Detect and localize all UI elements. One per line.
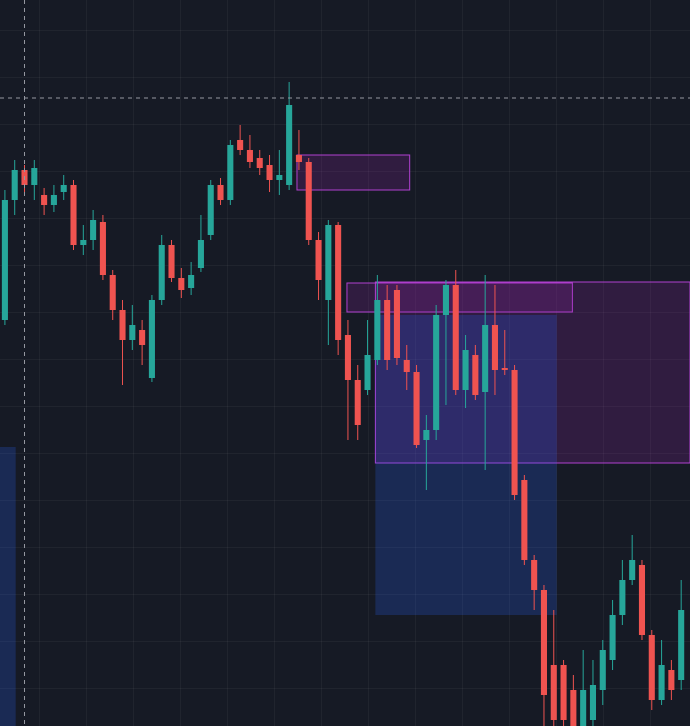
zone bbox=[296, 154, 411, 191]
candle-body bbox=[462, 350, 469, 390]
candle-body bbox=[129, 325, 136, 340]
candle-body bbox=[550, 665, 557, 720]
candle-body bbox=[619, 580, 626, 615]
candle-body bbox=[80, 240, 87, 245]
candle-body bbox=[188, 275, 195, 288]
candle-body bbox=[452, 285, 459, 390]
candle-body bbox=[501, 368, 508, 370]
candle-body bbox=[589, 685, 597, 720]
candle-body bbox=[540, 590, 548, 695]
candle-body bbox=[207, 185, 214, 235]
candle-body bbox=[482, 325, 489, 392]
candle-body bbox=[246, 150, 253, 162]
candle-body bbox=[237, 140, 244, 150]
candle-body bbox=[403, 360, 410, 372]
candle-body bbox=[364, 355, 371, 390]
candle-body bbox=[423, 430, 430, 440]
candle-body bbox=[1, 200, 8, 320]
candle-body bbox=[384, 300, 391, 360]
candle-body bbox=[413, 372, 420, 445]
candle-body bbox=[433, 315, 440, 430]
candle-body bbox=[393, 290, 400, 358]
candle-body bbox=[139, 330, 146, 345]
candle-body bbox=[266, 165, 273, 180]
candle-body bbox=[99, 222, 106, 275]
candle-body bbox=[148, 300, 155, 378]
candle-body bbox=[521, 480, 528, 560]
candle-body bbox=[472, 355, 479, 395]
candle-body bbox=[70, 185, 77, 245]
candle-body bbox=[295, 155, 302, 162]
candle-body bbox=[678, 610, 685, 680]
candle-body bbox=[41, 195, 48, 205]
candle-body bbox=[354, 380, 361, 425]
candle-body bbox=[305, 162, 312, 240]
candle-body bbox=[286, 105, 293, 185]
candle-body bbox=[325, 225, 332, 300]
candle-body bbox=[315, 240, 322, 280]
candle-body bbox=[629, 560, 636, 580]
candle-body bbox=[60, 185, 67, 192]
candle-body bbox=[227, 145, 234, 200]
candle-body bbox=[197, 240, 204, 268]
candle-body bbox=[491, 325, 498, 370]
candle-body bbox=[658, 665, 665, 700]
candle-body bbox=[442, 285, 449, 315]
candle-body bbox=[158, 245, 165, 300]
candle-body bbox=[90, 220, 97, 240]
candle-body bbox=[668, 670, 675, 690]
candle-body bbox=[531, 560, 538, 590]
candle-body bbox=[50, 195, 57, 205]
candle-body bbox=[580, 690, 587, 726]
zone bbox=[0, 447, 16, 726]
candle-body bbox=[217, 185, 224, 200]
candle-body bbox=[256, 158, 263, 168]
candle-body bbox=[560, 665, 567, 720]
candle-body bbox=[344, 335, 351, 380]
candle-body bbox=[638, 565, 646, 635]
candle-body bbox=[276, 175, 283, 180]
candle-body bbox=[648, 635, 655, 700]
candle-body bbox=[178, 278, 185, 290]
candle-body bbox=[335, 225, 342, 340]
candle-body bbox=[374, 300, 381, 360]
candle-body bbox=[31, 168, 38, 185]
candle-body bbox=[11, 170, 18, 200]
candle-body bbox=[119, 310, 126, 340]
candle-body bbox=[168, 245, 175, 278]
candle-body bbox=[609, 615, 616, 660]
candle-body bbox=[599, 650, 606, 690]
candle-body bbox=[570, 690, 577, 726]
candle-body bbox=[511, 370, 518, 495]
candle-body bbox=[109, 275, 116, 310]
